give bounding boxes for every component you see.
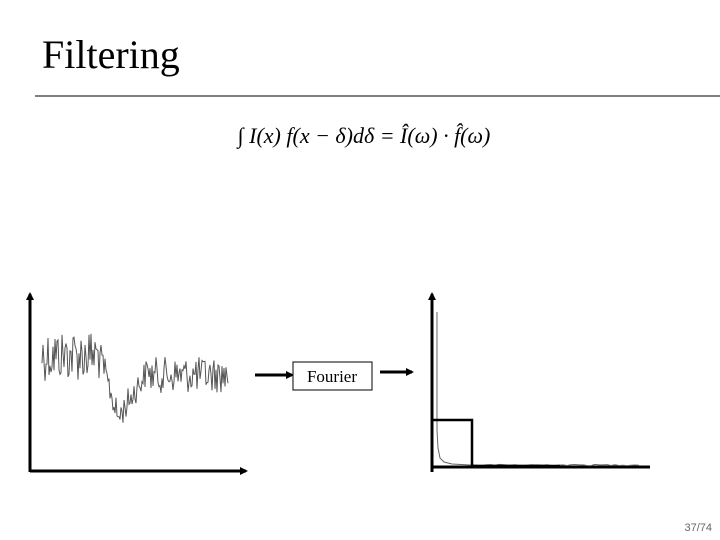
fourier-box (292, 361, 373, 391)
formula: ∫ I(x) f(x − δ)dδ = Î(ω) · f̂(ω) (236, 123, 491, 149)
page-number: 37/74 (684, 522, 712, 534)
fourier-label: Fourier (307, 367, 357, 386)
slide-title: Filtering (42, 32, 180, 77)
signal-curve (41, 333, 229, 423)
filter-response (432, 418, 560, 468)
spectrum-curve (436, 312, 640, 467)
